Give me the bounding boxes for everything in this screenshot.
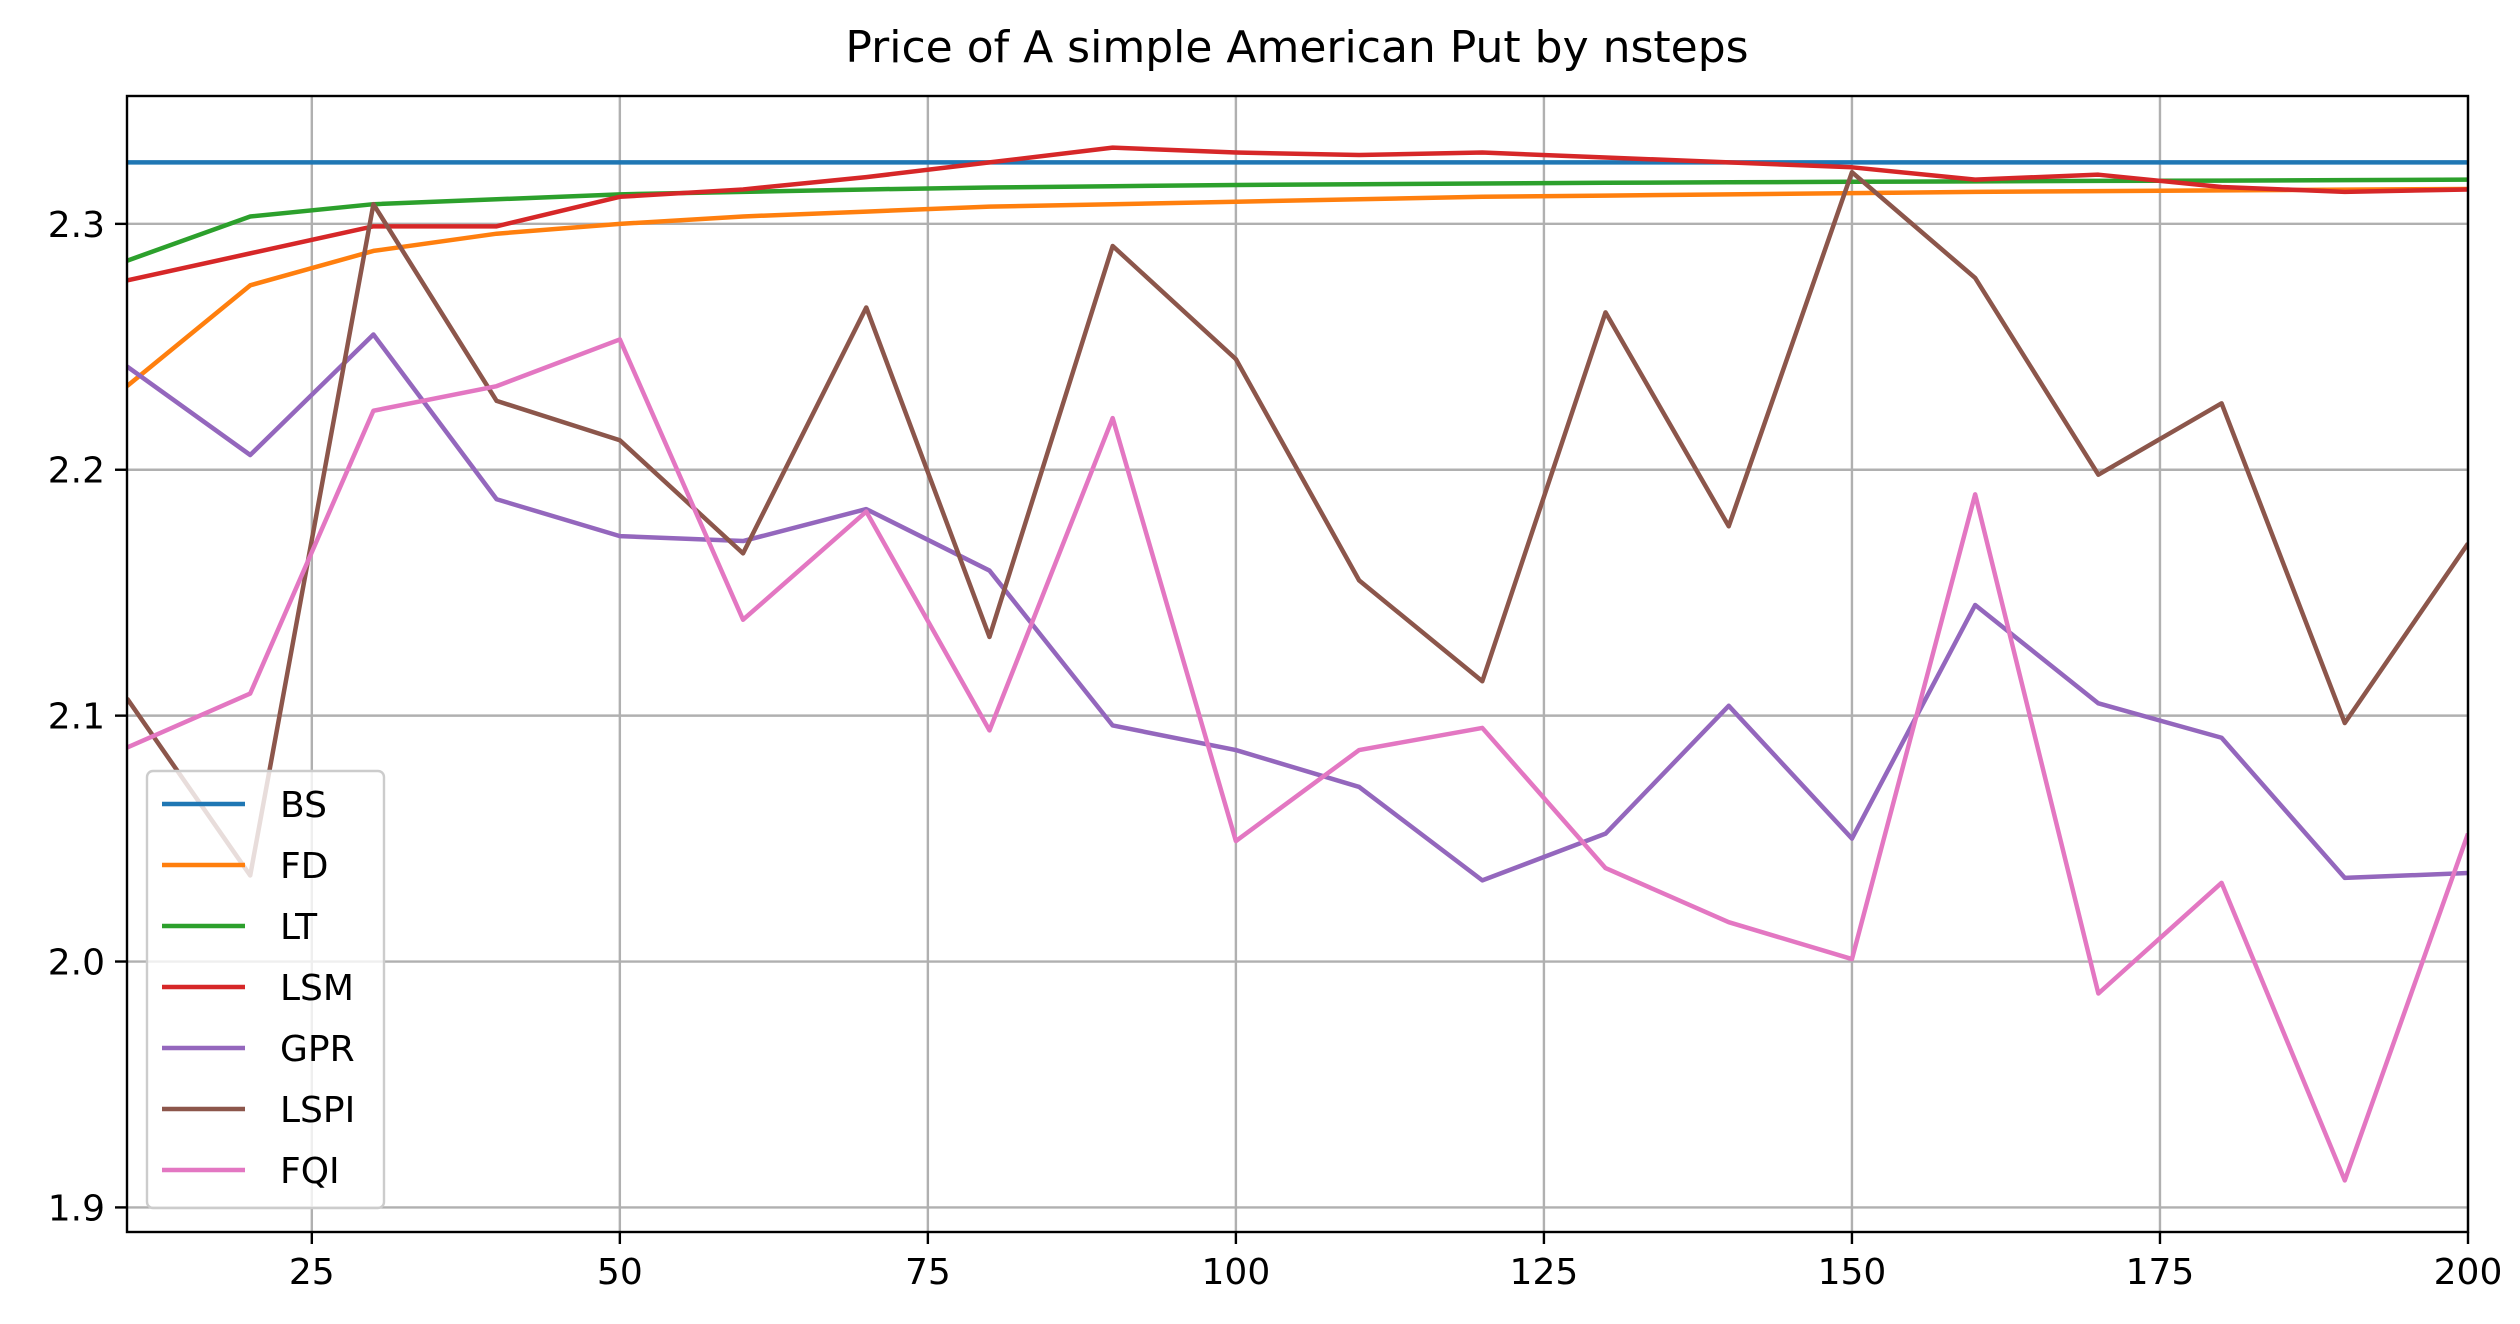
series-line-fd (127, 186, 2468, 388)
legend-label: LSPI (280, 1090, 355, 1131)
x-tick-label: 175 (2126, 1252, 2195, 1293)
legend-label: FD (280, 846, 328, 887)
legend-label: LSM (280, 968, 354, 1009)
y-tick-label: 1.9 (48, 1188, 105, 1229)
x-tick-label: 150 (1818, 1252, 1887, 1293)
y-tick-label: 2.0 (48, 943, 105, 984)
y-tick-label: 2.1 (48, 697, 105, 738)
series-line-lspi (127, 169, 2468, 878)
legend-label: GPR (280, 1029, 355, 1070)
x-tick-label: 25 (289, 1252, 335, 1293)
x-tick-label: 100 (1202, 1252, 1271, 1293)
x-tick-label: 200 (2434, 1252, 2503, 1293)
legend: BS FD LT LSM GPR LSPI FQI (145, 769, 386, 1210)
y-tick-label: 2.3 (48, 205, 105, 246)
series-layer (127, 145, 2468, 1183)
legend-label: FQI (280, 1151, 340, 1192)
x-tick-label: 50 (597, 1252, 643, 1293)
legend-label: LT (280, 907, 318, 948)
series-line-lsm (127, 145, 2468, 283)
series-line-lt (127, 177, 2468, 263)
y-tick-label: 2.2 (48, 451, 105, 492)
x-tick-label: 125 (1510, 1252, 1579, 1293)
axes-ticks: 25 50 75 100 125 150 175 200 1.9 2.0 2.1 2.2 2.3 (48, 205, 2503, 1293)
x-tick-label: 75 (905, 1252, 951, 1293)
legend-box (145, 769, 386, 1210)
series-line-gpr (127, 332, 2468, 883)
plot-frame (125, 94, 2470, 1234)
series-line-fqi (127, 337, 2468, 1183)
legend-label: BS (280, 785, 327, 826)
chart-title: Price of A simple American Put by nsteps (845, 22, 1748, 73)
